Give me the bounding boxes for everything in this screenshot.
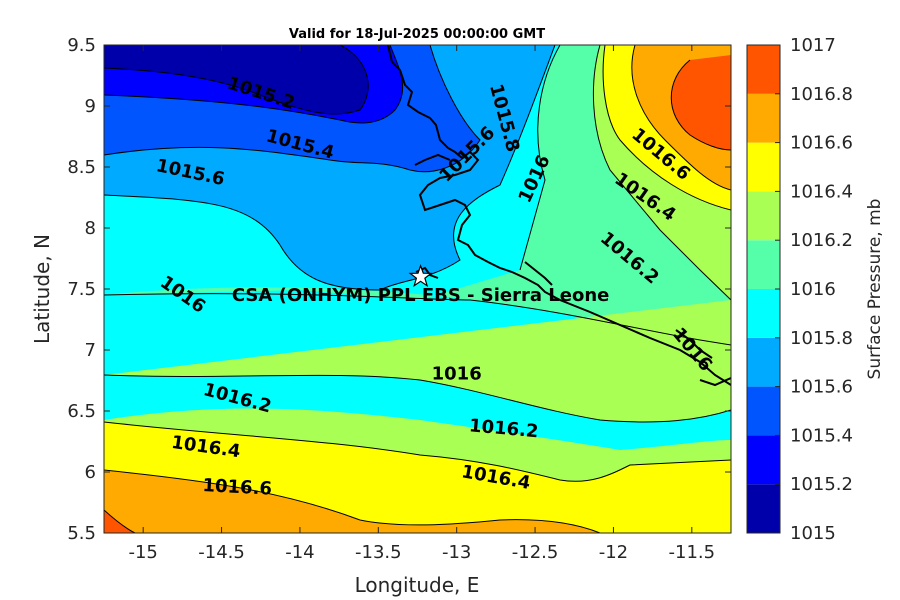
colorbar bbox=[746, 44, 781, 534]
colorbar-label: Surface Pressure, mb bbox=[865, 199, 885, 380]
colorbar-tick-label: 1015 bbox=[790, 523, 836, 544]
x-tick-label: -14.5 bbox=[198, 542, 245, 563]
site-star-marker bbox=[408, 264, 433, 288]
y-tick-label: 5.5 bbox=[67, 523, 96, 544]
x-tick-label: -12 bbox=[599, 542, 628, 563]
x-axis-label: Longitude, E bbox=[355, 573, 480, 597]
band-1016-8-ne bbox=[671, 55, 731, 150]
y-tick-label: 8.5 bbox=[67, 157, 96, 178]
x-tick-label: -13.5 bbox=[355, 542, 402, 563]
y-tick-label: 9.5 bbox=[67, 35, 96, 56]
colorbar-tick-label: 1017 bbox=[790, 35, 836, 56]
colorbar-tick-label: 1016.4 bbox=[790, 181, 853, 202]
y-tick-label: 7 bbox=[85, 340, 96, 361]
x-tick-label: -11.5 bbox=[669, 542, 716, 563]
y-axis-ticks: 5.5 6 6.5 7 7.5 8 8.5 9 9.5 bbox=[67, 35, 731, 544]
colorbar-band bbox=[747, 93, 780, 143]
site-label: CSA (ONHYM) PPL EBS - Sierra Leone bbox=[232, 285, 609, 306]
y-tick-label: 6.5 bbox=[67, 401, 96, 422]
chart-title: Valid for 18-Jul-2025 00:00:00 GMT bbox=[289, 27, 545, 42]
colorbar-band bbox=[747, 484, 780, 533]
contour-label: 1016 bbox=[432, 363, 482, 384]
band-1016-6 bbox=[104, 470, 600, 533]
colorbar-band bbox=[747, 435, 780, 485]
y-tick-label: 8 bbox=[85, 218, 96, 239]
colorbar-tick-label: 1016.2 bbox=[790, 230, 853, 251]
x-tick-label: -14 bbox=[285, 542, 314, 563]
y-tick-label: 6 bbox=[85, 462, 96, 483]
x-axis-ticks: -15 -14.5 -14 -13.5 -13 -12.5 -12 -11.5 bbox=[128, 45, 715, 563]
colorbar-band bbox=[747, 142, 780, 192]
colorbar-ticks: 1015 1015.2 1015.4 1015.6 1015.8 1016 1016.2 10… bbox=[775, 35, 853, 544]
contour-lines bbox=[104, 45, 731, 533]
colorbar-tick-label: 1016 bbox=[790, 279, 836, 300]
colorbar-tick-label: 1015.4 bbox=[790, 425, 853, 446]
x-tick-label: -13 bbox=[442, 542, 471, 563]
contour-label: 1016.6 bbox=[202, 475, 272, 500]
colorbar-tick-label: 1015.6 bbox=[790, 377, 853, 398]
site-annotation: CSA (ONHYM) PPL EBS - Sierra Leone bbox=[232, 264, 609, 306]
colorbar-band bbox=[747, 45, 780, 94]
x-tick-label: -12.5 bbox=[512, 542, 559, 563]
contour-fill bbox=[104, 45, 731, 533]
band-1016-8-sw bbox=[104, 510, 135, 533]
colorbar-tick-label: 1015.2 bbox=[790, 474, 853, 495]
colorbar-band bbox=[747, 337, 780, 387]
colorbar-tick-label: 1015.8 bbox=[790, 328, 853, 349]
y-tick-label: 7.5 bbox=[67, 279, 96, 300]
coastline bbox=[387, 45, 731, 387]
colorbar-band bbox=[747, 191, 780, 241]
colorbar-tick-label: 1016.6 bbox=[790, 133, 853, 154]
x-tick-label: -15 bbox=[128, 542, 157, 563]
colorbar-band bbox=[747, 240, 780, 289]
colorbar-band bbox=[747, 386, 780, 436]
band-1015 bbox=[104, 45, 369, 115]
band-1016-2 bbox=[104, 45, 731, 422]
band-1016 bbox=[104, 45, 731, 345]
colorbar-tick-label: 1016.8 bbox=[790, 84, 853, 105]
colorbar-band bbox=[747, 289, 780, 338]
y-axis-label: Latitude, N bbox=[30, 234, 54, 344]
y-tick-label: 9 bbox=[85, 96, 96, 117]
